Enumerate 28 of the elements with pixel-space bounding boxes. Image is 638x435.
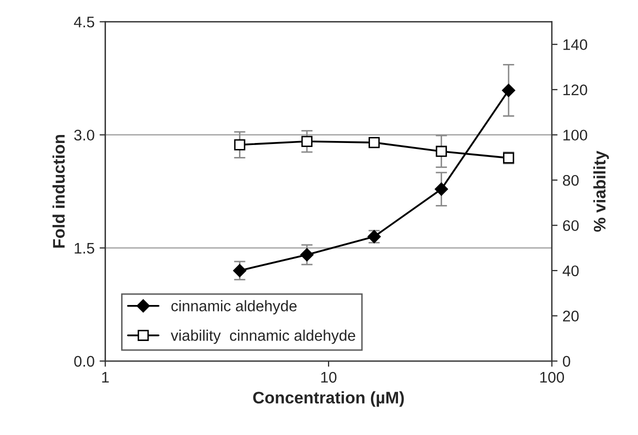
y2-tick-label: 0	[562, 356, 570, 367]
y-tick-label: 3.0	[74, 130, 94, 141]
x-tick-label: 100	[540, 372, 564, 383]
y2-tick-label: 80	[562, 174, 579, 186]
point	[300, 248, 314, 262]
y-tick-label: 1.5	[74, 242, 94, 254]
x-tick-label: 1	[102, 372, 109, 383]
point	[434, 182, 448, 196]
y2-tick-label: 120	[563, 84, 588, 96]
y2-axis-title: % viability	[593, 150, 609, 232]
legend-label: cinnamic aldehyde	[171, 300, 297, 314]
point	[301, 136, 312, 147]
x-tick-label: 10	[321, 372, 336, 383]
y-tick-label: 4.5	[74, 16, 94, 28]
legend-label: viability cinnamic aldehyde	[170, 330, 356, 344]
y2-tick-label: 20	[563, 310, 579, 322]
y2-tick-label: 140	[563, 39, 588, 50]
y2-tick-label: 100	[563, 130, 588, 141]
y2-tick-label: 40	[562, 265, 579, 276]
point	[502, 84, 516, 97]
point	[234, 139, 246, 150]
point	[368, 136, 380, 148]
y-tick-label: 0.0	[74, 356, 94, 367]
x-axis-title: Concentration (µM)	[253, 391, 404, 407]
y2-tick-label: 60	[563, 220, 579, 232]
point	[233, 264, 246, 278]
y-axis-title: Fold induction	[52, 135, 65, 248]
point	[436, 146, 447, 157]
